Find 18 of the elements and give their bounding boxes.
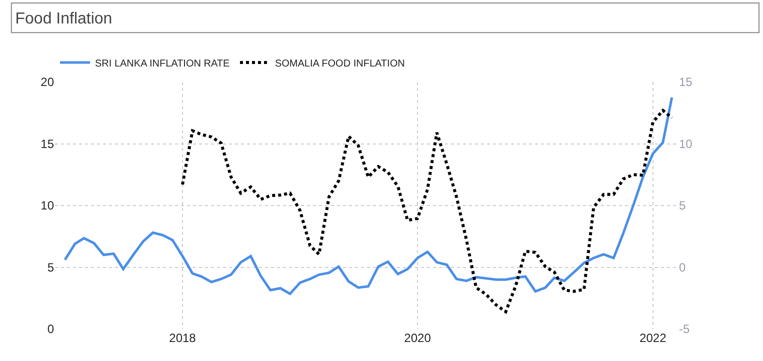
y-tick-label: 20 [40,75,54,90]
y-tick-label: 5 [47,260,54,274]
line-series [181,108,674,314]
x-tick-label: 2020 [404,331,432,345]
y2-tick-label: 0 [679,260,686,274]
y2-tick-label: 10 [679,136,693,151]
x-tick-label: 2018 [169,331,196,345]
legend-label: SOMALIA FOOD INFLATION [274,58,405,70]
y-tick-label: 15 [40,136,54,151]
x-tick-label: 2022 [640,331,667,345]
y2-tick-label: 5 [679,198,686,213]
y-tick-label: 0 [47,322,54,336]
y2-tick-label: 15 [679,75,693,90]
y-tick-label: 10 [40,198,54,213]
chart-title: Food Inflation [15,10,112,28]
y2-tick-label: -5 [679,322,690,336]
legend-label: SRI LANKA INFLATION RATE [95,58,230,70]
line-series [64,96,674,296]
